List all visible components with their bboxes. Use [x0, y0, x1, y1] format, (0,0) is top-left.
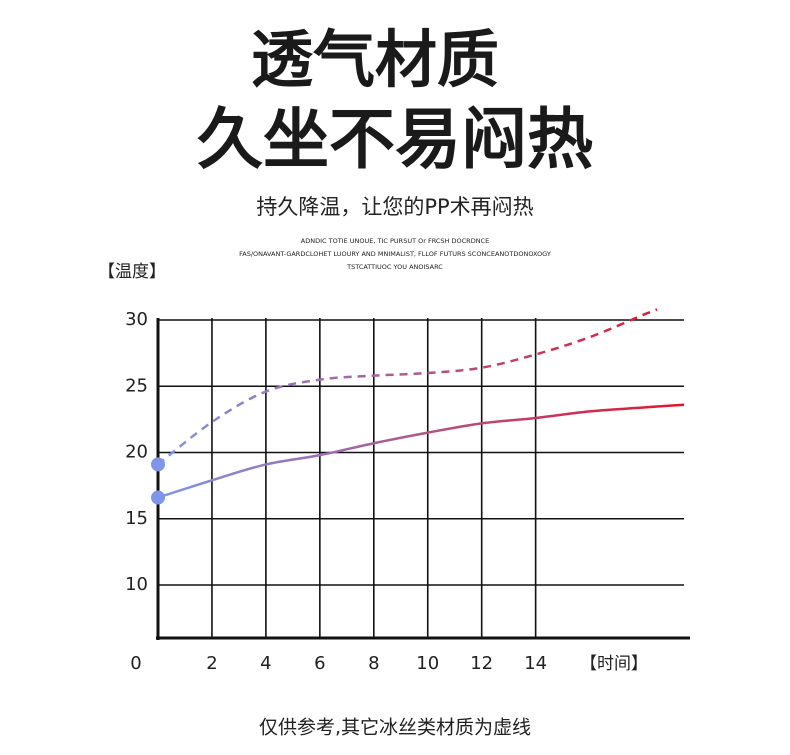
x-tick-label: 12	[470, 653, 493, 674]
series-line	[157, 308, 658, 466]
start-point	[151, 457, 165, 472]
x-tick-label: 0	[130, 653, 141, 674]
english-line: ADNDIC TOTIE UNOUE, TIC PURSUT Or FRCSH …	[301, 237, 489, 245]
subtitle: 持久降温，让您的PP术再闷热	[256, 195, 533, 219]
x-axis-label: 【时间】	[580, 654, 648, 674]
x-tick-label: 6	[314, 653, 325, 674]
x-tick-label: 2	[206, 653, 217, 674]
title-line2: 久坐不易闷热	[197, 101, 593, 178]
y-tick-label: 25	[125, 375, 148, 396]
x-tick-label: 4	[260, 653, 271, 674]
footnote: 仅供参考,其它冰丝类材质为虚线	[259, 717, 531, 739]
y-tick-label: 30	[125, 309, 148, 330]
y-tick-label: 20	[125, 442, 148, 463]
start-point	[151, 490, 165, 505]
y-tick-label: 10	[125, 574, 148, 595]
english-line: TSTCATTIUOC YOU ANOISARC	[346, 263, 443, 271]
series-line	[157, 403, 685, 499]
x-tick-label: 8	[368, 653, 379, 674]
title-line1: 透气材质	[251, 23, 499, 96]
english-line: FAS/ONAVANT-GARDCLOHET LUOURY AND MNIMAL…	[239, 250, 551, 258]
x-tick-label: 14	[524, 653, 547, 674]
x-tick-label: 10	[416, 653, 439, 674]
y-axis-label: 【温度】	[98, 262, 166, 282]
y-tick-label: 15	[125, 508, 148, 529]
